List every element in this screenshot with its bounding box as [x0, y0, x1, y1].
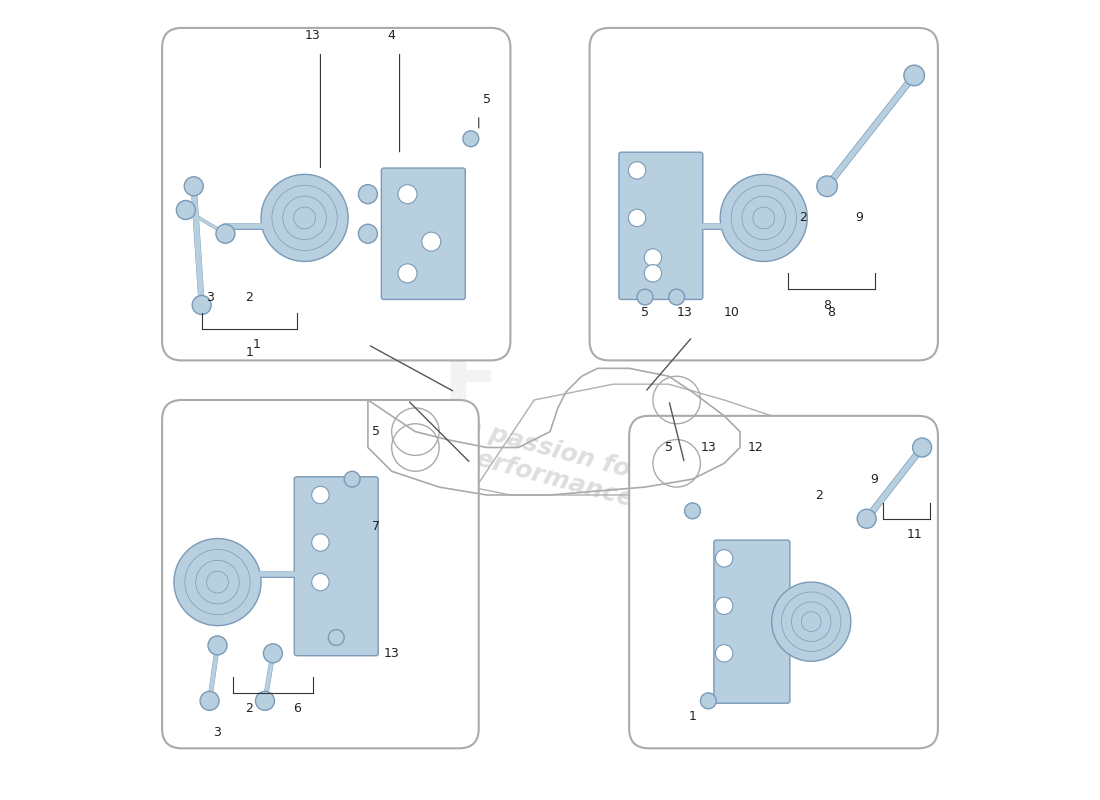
Text: 2: 2: [815, 489, 823, 502]
Circle shape: [200, 691, 219, 710]
Circle shape: [208, 636, 227, 655]
Circle shape: [645, 249, 661, 266]
Circle shape: [913, 438, 932, 457]
Circle shape: [311, 574, 329, 590]
Circle shape: [344, 471, 360, 487]
Circle shape: [715, 645, 733, 662]
Text: 5: 5: [483, 93, 491, 106]
Circle shape: [463, 131, 478, 146]
Text: 13: 13: [305, 30, 320, 42]
FancyBboxPatch shape: [295, 477, 378, 656]
Circle shape: [185, 177, 204, 196]
Text: 6: 6: [293, 702, 300, 715]
FancyBboxPatch shape: [629, 416, 938, 748]
Circle shape: [637, 289, 653, 305]
Text: 9: 9: [855, 211, 862, 225]
Text: 1: 1: [253, 338, 261, 351]
FancyBboxPatch shape: [162, 400, 478, 748]
Text: 2: 2: [245, 290, 253, 303]
Text: 2: 2: [245, 702, 253, 715]
Circle shape: [772, 582, 850, 662]
Circle shape: [255, 691, 275, 710]
Text: 1: 1: [245, 346, 253, 359]
Circle shape: [359, 224, 377, 243]
Text: a passion for
performance: a passion for performance: [455, 414, 645, 512]
Text: 5: 5: [641, 306, 649, 319]
Text: 1985: 1985: [722, 284, 852, 358]
Text: 7: 7: [372, 520, 379, 533]
Text: 1: 1: [689, 710, 696, 723]
FancyBboxPatch shape: [619, 152, 703, 299]
Circle shape: [684, 503, 701, 518]
Text: 3: 3: [213, 726, 221, 739]
FancyBboxPatch shape: [714, 540, 790, 703]
Circle shape: [817, 176, 837, 197]
Circle shape: [421, 232, 441, 251]
Text: 13: 13: [676, 306, 693, 319]
Circle shape: [328, 630, 344, 646]
Circle shape: [701, 693, 716, 709]
Circle shape: [398, 185, 417, 204]
Circle shape: [311, 534, 329, 551]
Text: 13: 13: [701, 441, 716, 454]
Circle shape: [628, 162, 646, 179]
Text: 8: 8: [827, 306, 835, 319]
Circle shape: [174, 538, 261, 626]
Text: 5: 5: [372, 425, 379, 438]
Text: 12: 12: [748, 441, 763, 454]
Text: 3: 3: [206, 290, 213, 303]
Circle shape: [359, 185, 377, 204]
Text: 8: 8: [823, 298, 832, 311]
Circle shape: [261, 174, 348, 262]
Circle shape: [715, 550, 733, 567]
Circle shape: [645, 265, 661, 282]
Circle shape: [263, 644, 283, 663]
Text: 4: 4: [387, 30, 396, 42]
Text: 2: 2: [800, 211, 807, 225]
FancyBboxPatch shape: [590, 28, 938, 361]
Text: 5: 5: [664, 441, 673, 454]
Text: 13: 13: [384, 647, 399, 660]
Circle shape: [176, 201, 196, 219]
Circle shape: [904, 65, 924, 86]
Circle shape: [398, 264, 417, 283]
Circle shape: [857, 510, 877, 528]
Circle shape: [628, 210, 646, 226]
Circle shape: [311, 486, 329, 504]
Text: 10: 10: [724, 306, 740, 319]
Text: F: F: [442, 344, 499, 425]
Text: 11: 11: [906, 528, 922, 541]
FancyBboxPatch shape: [162, 28, 510, 361]
Circle shape: [715, 597, 733, 614]
Circle shape: [720, 174, 807, 262]
Circle shape: [216, 224, 235, 243]
Circle shape: [669, 289, 684, 305]
Circle shape: [192, 295, 211, 314]
FancyBboxPatch shape: [382, 168, 465, 299]
Text: 9: 9: [870, 473, 879, 486]
